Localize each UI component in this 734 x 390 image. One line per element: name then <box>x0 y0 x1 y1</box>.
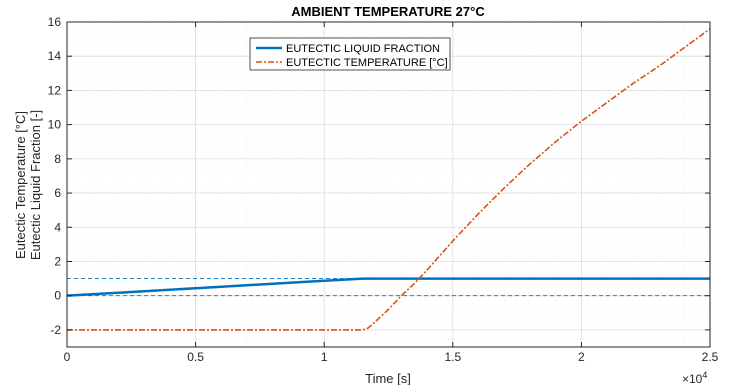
x-tick-label: 2.5 <box>702 350 719 364</box>
y-tick-label: 2 <box>54 254 61 268</box>
series-layer <box>66 28 711 331</box>
x-exponent-power: 4 <box>702 370 707 380</box>
y-tick-label: 16 <box>48 15 62 29</box>
y-axis-title-line-1: Eutectic Temperature [°C] <box>13 111 28 259</box>
x-tick-labels: 0 0.5 1 1.5 2 2.5 <box>64 350 719 364</box>
y-tick-label: 14 <box>48 49 62 63</box>
x-tick-label: 1 <box>321 350 328 364</box>
series-line-temperature <box>67 28 711 331</box>
legend-box <box>249 37 451 71</box>
x-axis-title: Time [s] <box>365 371 411 385</box>
y-tick-label: 6 <box>54 186 61 200</box>
x-tick-label: 0.5 <box>187 350 204 364</box>
series-line-liquid-fraction <box>66 277 710 297</box>
legend: EUTECTIC LIQUID FRACTION EUTECTIC TEMPER… <box>249 37 451 71</box>
y-axis-title-line-2: Eutectic Liquid Fraction [-] <box>28 110 43 260</box>
x-tick-label: 1.5 <box>444 350 461 364</box>
y-tick-label: 12 <box>48 83 62 97</box>
y-tick-label: 0 <box>54 289 61 303</box>
y-tick-labels: -2 0 2 4 6 8 10 12 14 16 <box>48 15 62 337</box>
x-tick-label: 2 <box>578 350 585 364</box>
x-exponent-label: ×104 <box>682 370 707 385</box>
x-exponent-base: ×10 <box>682 372 703 385</box>
y-tick-label: 10 <box>48 118 62 132</box>
legend-label-temperature: EUTECTIC TEMPERATURE [°C] <box>286 57 448 69</box>
y-tick-label: -2 <box>50 323 61 337</box>
y-tick-label: 8 <box>54 152 61 166</box>
y-tick-label: 4 <box>54 220 61 234</box>
legend-label-liquid-fraction: EUTECTIC LIQUID FRACTION <box>286 43 440 55</box>
ticks <box>66 21 711 347</box>
plot-box <box>66 21 711 348</box>
x-tick-label: 0 <box>64 350 71 364</box>
chart-title: AMBIENT TEMPERATURE 27°C <box>291 4 485 19</box>
